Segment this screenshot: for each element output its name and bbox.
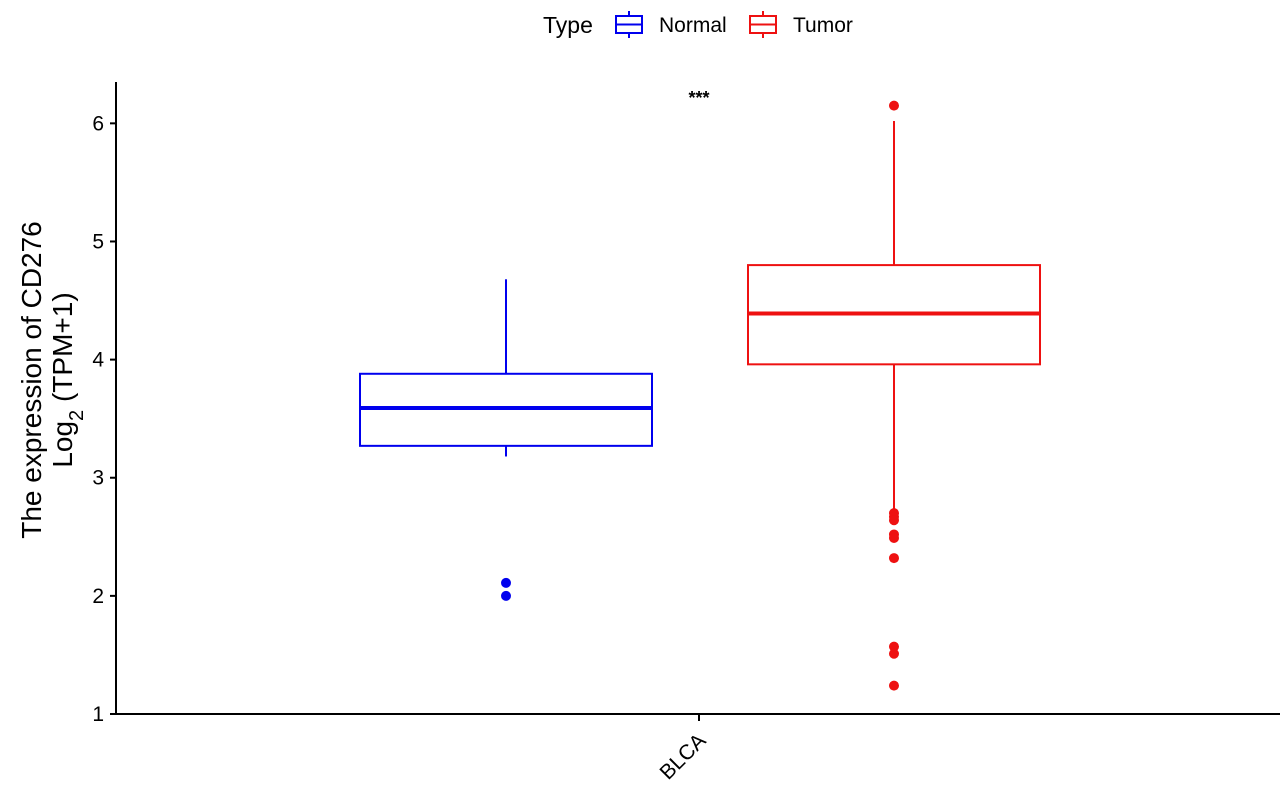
y-axis-title-line2: Log2 (TPM+1) bbox=[47, 292, 88, 467]
outlier-point bbox=[501, 590, 511, 601]
outlier-point bbox=[889, 648, 899, 659]
box-tumor bbox=[747, 100, 1041, 691]
y-tick-label: 6 bbox=[92, 112, 104, 135]
legend-label: Tumor bbox=[793, 14, 853, 37]
y-tick-label: 4 bbox=[92, 349, 104, 372]
outlier-point bbox=[889, 641, 899, 652]
legend: Type Normal Tumor bbox=[543, 11, 853, 38]
y-axis-title-subscript: 2 bbox=[66, 410, 88, 421]
y-tick-label: 5 bbox=[92, 230, 104, 253]
outlier-point bbox=[889, 680, 899, 691]
y-tick-label: 1 bbox=[92, 703, 104, 726]
legend-item-normal: Normal bbox=[615, 11, 727, 38]
legend-key-normal bbox=[615, 11, 643, 38]
legend-title: Type bbox=[543, 12, 593, 38]
y-tick-label: 2 bbox=[92, 585, 104, 608]
y-axis-title-log: Log bbox=[47, 421, 78, 468]
outlier-point bbox=[889, 532, 899, 543]
legend-key-tumor bbox=[749, 11, 777, 38]
x-tick-label: BLCA bbox=[655, 729, 710, 784]
legend-item-tumor: Tumor bbox=[749, 11, 853, 38]
y-axis-title-unit: (TPM+1) bbox=[47, 292, 78, 409]
significance-label: *** bbox=[688, 88, 709, 108]
y-tick-label: 3 bbox=[92, 467, 104, 490]
outlier-point bbox=[889, 100, 899, 111]
outlier-point bbox=[889, 553, 899, 564]
y-axis-title-line1: The expression of CD276 bbox=[16, 221, 47, 539]
box-normal bbox=[359, 279, 653, 601]
axes: 1 2 3 4 5 6 BLCA bbox=[92, 82, 1280, 784]
outlier-point bbox=[889, 515, 899, 526]
outlier-point bbox=[501, 577, 511, 588]
y-axis-title: The expression of CD276 Log2 (TPM+1) bbox=[16, 221, 88, 539]
legend-label: Normal bbox=[659, 14, 727, 37]
